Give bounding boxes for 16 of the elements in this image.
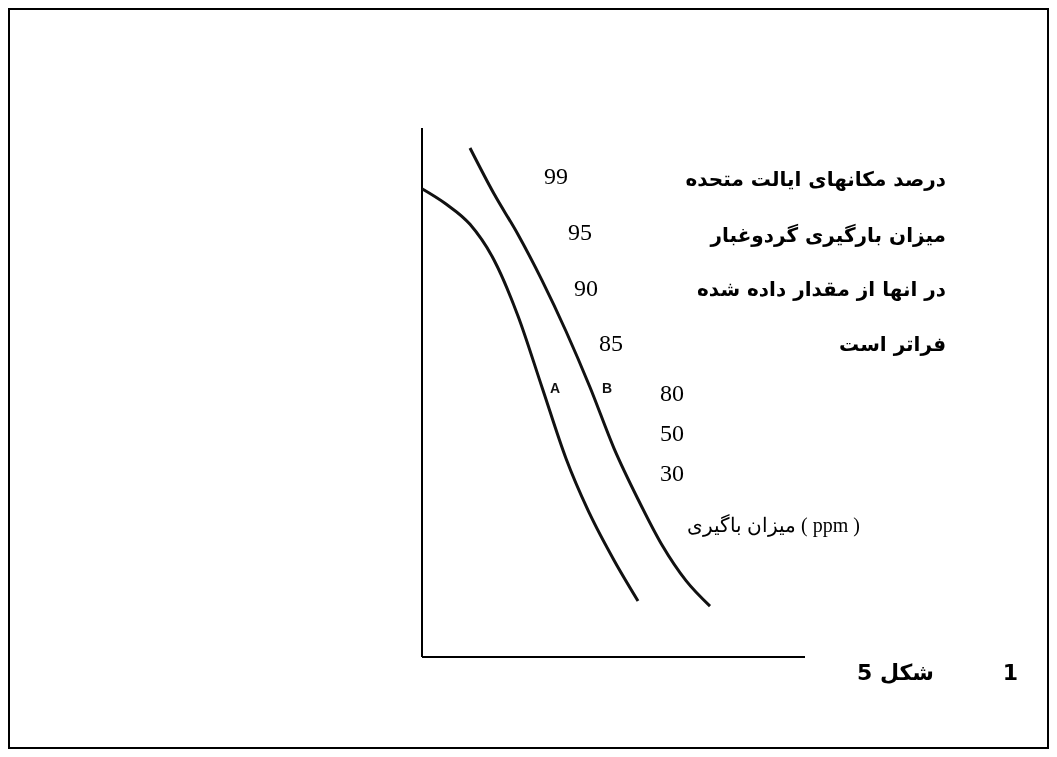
text: 1 xyxy=(1002,660,1018,685)
annotation: 85 xyxy=(599,330,623,356)
text: شکل 5 xyxy=(856,660,934,685)
annotation: 30 xyxy=(660,460,684,486)
annotation: 50 xyxy=(660,420,684,446)
annotation: 95 xyxy=(568,219,592,245)
annotation: میزان بارگیری گردوغبار xyxy=(709,223,946,247)
annotation: درصد مکانهای ایالت متحده xyxy=(685,167,946,191)
text: فراتر است xyxy=(838,332,946,356)
annotation: در انها از مقدار داده شده xyxy=(697,277,946,301)
annotation: 90 xyxy=(574,275,598,301)
annotation: میزان باگیری ( ppm ) xyxy=(687,514,860,537)
annotation: 99 xyxy=(544,163,568,189)
annotation: 80 xyxy=(660,380,684,406)
series-label: B xyxy=(602,380,613,397)
series-label: A xyxy=(550,380,561,397)
